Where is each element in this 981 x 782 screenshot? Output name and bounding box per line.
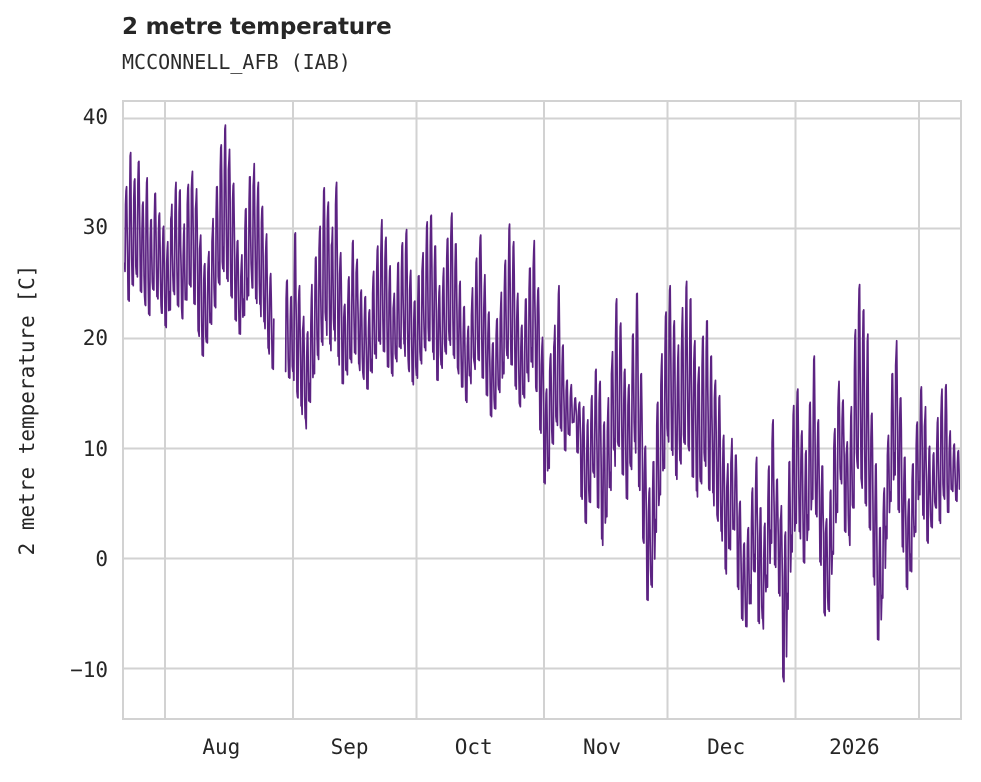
series-layer [124,124,960,683]
x-tick-label: Dec [707,735,746,759]
gridlines [124,102,960,718]
x-tick-label: Aug [202,735,241,759]
x-tick-label: Nov [583,735,621,759]
x-tick-label: Sep [330,735,369,759]
y-tick-label: −10 [70,658,108,683]
y-tick-label: 20 [82,326,108,351]
y-tick-label: 30 [82,215,108,240]
plot-area [122,100,962,720]
temperature-series-line [124,124,960,683]
chart-subtitle: MCCONNELL_AFB (IAB) [122,50,351,74]
x-tick-label: Oct [454,735,493,759]
chart-title: 2 metre temperature [122,14,392,40]
plot-canvas [124,102,960,718]
y-axis-label: 2 metre temperature [C] [15,264,39,556]
x-tick-label: 2026 [829,735,880,759]
y-tick-label: 10 [82,436,108,461]
y-tick-label: 40 [82,104,108,129]
y-tick-label: 0 [95,547,108,572]
